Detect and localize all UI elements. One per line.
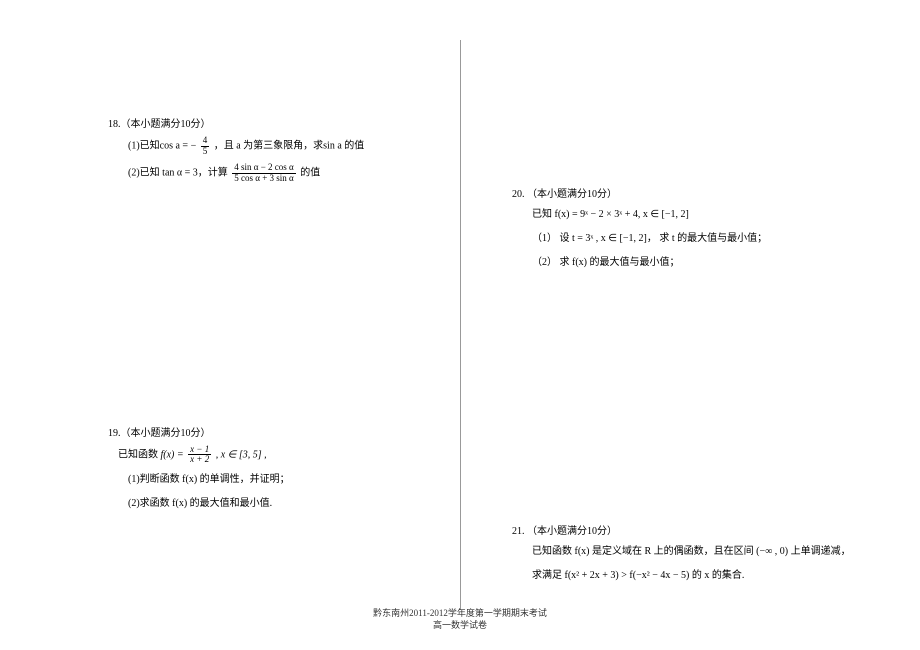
p19-line1-fraction: x − 1 x + 2: [188, 445, 211, 466]
p19-line1-func: f(x) =: [161, 449, 187, 460]
problem-21-line2: 求满足 f(x² + 2x + 3) > f(−x² − 4x − 5) 的 x…: [512, 567, 900, 585]
footer-line2: 高一数学试卷: [0, 619, 920, 632]
left-column: 18.（本小题满分10分） (1)已知cos a = − 4 5 ，且 a 为第…: [0, 115, 460, 600]
problem-18-header: 18.（本小题满分10分）: [108, 115, 440, 130]
column-divider: [460, 40, 461, 610]
problem-21: 21. （本小题满分10分） 已知函数 f(x) 是定义域在 R 上的偶函数，且…: [512, 522, 900, 585]
problem-20-header: 20. （本小题满分10分）: [512, 185, 900, 200]
p18-line2-den: 5 cos α + 3 sin α: [232, 174, 296, 184]
p18-line1-fraction: 4 5: [201, 136, 210, 157]
p18-line2-prefix: (2)已知 tan α = 3，计算: [128, 167, 230, 178]
problem-18-part2: (2)已知 tan α = 3，计算 4 sin α − 2 cos α 5 c…: [108, 163, 440, 184]
problem-19: 19.（本小题满分10分） 已知函数 f(x) = x − 1 x + 2 , …: [108, 424, 440, 514]
problem-21-line1: 已知函数 f(x) 是定义域在 R 上的偶函数，且在区间 (−∞ , 0) 上单…: [512, 543, 900, 561]
footer-line1: 黔东南州2011-2012学年度第一学期期末考试: [0, 607, 920, 620]
p18-line1-suffix: ，且 a 为第三象限角，求sin a 的值: [214, 141, 365, 152]
p19-line1-suffix: , x ∈ [3, 5] ,: [216, 449, 267, 460]
problem-21-header: 21. （本小题满分10分）: [512, 522, 900, 537]
p19-line1-prefix: 已知函数: [118, 449, 161, 460]
problem-18: 18.（本小题满分10分） (1)已知cos a = − 4 5 ，且 a 为第…: [108, 115, 440, 184]
p18-line2-suffix: 的值: [300, 167, 320, 178]
problem-20-line1: 已知 f(x) = 9ˣ − 2 × 3ˣ + 4, x ∈ [−1, 2]: [512, 206, 900, 224]
problem-19-line2: (1)判断函数 f(x) 的单调性，并证明；: [108, 471, 440, 489]
problem-20: 20. （本小题满分10分） 已知 f(x) = 9ˣ − 2 × 3ˣ + 4…: [512, 185, 900, 272]
problem-19-line3: (2)求函数 f(x) 的最大值和最小值.: [108, 495, 440, 513]
problem-19-header: 19.（本小题满分10分）: [108, 424, 440, 439]
page-footer: 黔东南州2011-2012学年度第一学期期末考试 高一数学试卷: [0, 607, 920, 632]
problem-18-part1: (1)已知cos a = − 4 5 ，且 a 为第三象限角，求sin a 的值: [108, 136, 440, 157]
right-column: 20. （本小题满分10分） 已知 f(x) = 9ˣ − 2 × 3ˣ + 4…: [460, 115, 920, 600]
p18-line1-prefix: (1)已知cos a = −: [128, 141, 199, 152]
problem-20-line3: （2） 求 f(x) 的最大值与最小值；: [512, 254, 900, 272]
p19-line1-den: x + 2: [188, 455, 211, 465]
problem-20-line2: （1） 设 t = 3ˣ , x ∈ [−1, 2]， 求 t 的最大值与最小值…: [512, 230, 900, 248]
p18-line1-den: 5: [201, 147, 210, 157]
problem-19-line1: 已知函数 f(x) = x − 1 x + 2 , x ∈ [3, 5] ,: [108, 445, 440, 466]
p18-line2-fraction: 4 sin α − 2 cos α 5 cos α + 3 sin α: [232, 163, 296, 184]
